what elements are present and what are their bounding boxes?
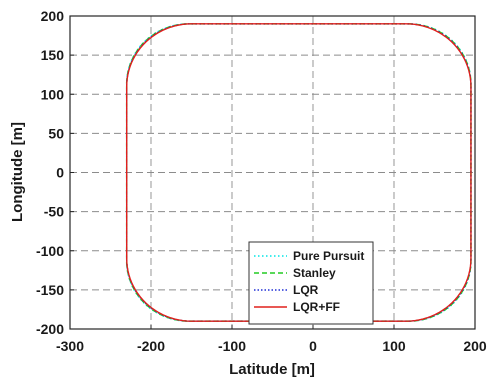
x-tick-label: 200	[463, 338, 487, 354]
legend-label-lqr: LQR	[293, 283, 319, 297]
y-tick-label: 200	[41, 8, 65, 24]
y-tick-label: -50	[44, 204, 64, 220]
y-tick-label: -200	[36, 321, 64, 337]
x-axis-ticks: -300 -200 -100 0 100 200	[56, 325, 487, 354]
series-line-lqr-ff	[126, 23, 472, 322]
legend-box	[248, 241, 374, 325]
legend-label-lqr-ff: LQR+FF	[293, 300, 340, 314]
y-axis-title: Longitude [m]	[9, 122, 26, 222]
series-group	[125, 23, 472, 322]
legend: Pure Pursuit Stanley LQR LQR+FF	[248, 241, 374, 325]
x-tick-label: 100	[382, 338, 406, 354]
y-tick-label: 0	[56, 165, 64, 181]
x-tick-label: 0	[309, 338, 317, 354]
y-tick-label: 150	[41, 47, 65, 63]
x-axis-title: Latitude [m]	[229, 361, 315, 378]
y-tick-label: 50	[48, 125, 64, 141]
y-tick-label: -150	[36, 282, 64, 298]
x-tick-label: -100	[218, 338, 246, 354]
x-tick-label: -300	[56, 338, 84, 354]
y-tick-label: -100	[36, 243, 64, 259]
legend-label-pure-pursuit: Pure Pursuit	[293, 249, 364, 263]
y-axis-ticks: -200 -150 -100 -50 0 50 100 150 200	[36, 8, 74, 337]
x-tick-label: -200	[137, 338, 165, 354]
legend-label-stanley: Stanley	[293, 266, 336, 280]
y-tick-label: 100	[41, 86, 65, 102]
